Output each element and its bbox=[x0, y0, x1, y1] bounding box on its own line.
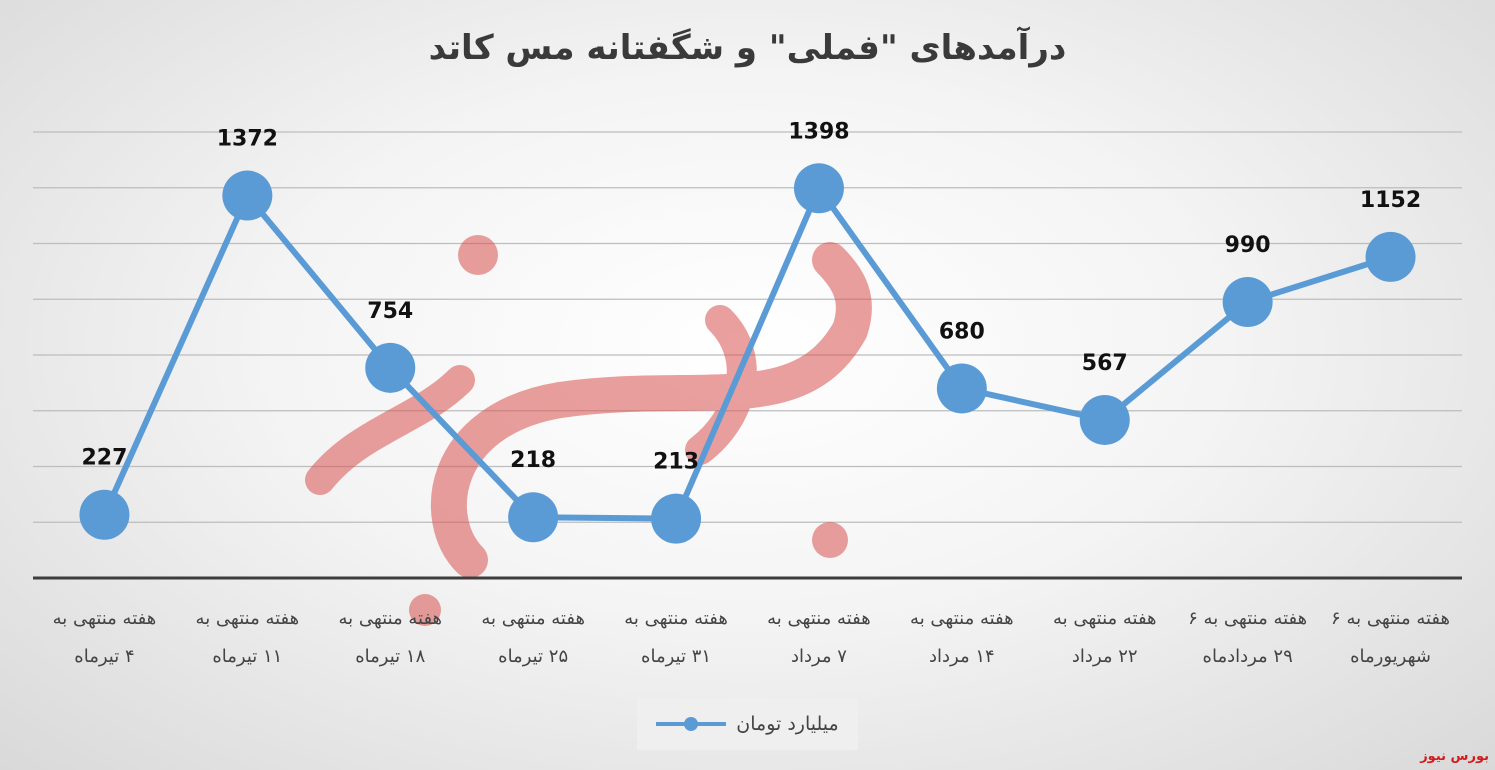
watermark-dot bbox=[812, 522, 848, 558]
data-point bbox=[79, 489, 130, 540]
data-label: 990 bbox=[1225, 233, 1271, 258]
data-label: 1398 bbox=[788, 119, 849, 144]
x-tick-label: هفته منتهی به ۶ ۲۹ مردادماه bbox=[1188, 608, 1307, 667]
x-tick-label: هفته منتهی به ۷ مرداد bbox=[767, 608, 871, 667]
data-point bbox=[1365, 231, 1416, 282]
data-point bbox=[1079, 394, 1130, 445]
data-label: 213 bbox=[653, 450, 699, 475]
x-tick-label: هفته منتهی به ۱۴ مرداد bbox=[910, 608, 1014, 667]
x-tick-label: هفته منتهی به ۲۵ تیرماه bbox=[481, 608, 585, 667]
data-label: 1372 bbox=[217, 127, 278, 152]
data-point bbox=[222, 170, 273, 221]
data-label: 1152 bbox=[1360, 188, 1421, 213]
x-tick-label: هفته منتهی به ۶ شهریورماه bbox=[1331, 608, 1450, 667]
data-labels: 227 1372 754 218 213 1398 680 567 990 1152 bbox=[81, 119, 1421, 474]
data-label: 567 bbox=[1082, 351, 1128, 376]
legend: میلیارد تومان bbox=[637, 698, 858, 750]
data-point bbox=[651, 493, 702, 544]
legend-label: میلیارد تومان bbox=[736, 713, 839, 735]
data-point bbox=[793, 163, 844, 214]
data-label: 754 bbox=[367, 299, 413, 324]
watermark-stroke bbox=[430, 242, 872, 578]
data-point bbox=[1222, 277, 1273, 328]
chart-title: درآمدهای "فملی" و شگفتانه مس کاتد bbox=[428, 28, 1067, 68]
x-tick-label: هفته منتهی به ۴ تیرماه bbox=[53, 608, 157, 667]
data-point bbox=[508, 492, 559, 543]
data-point bbox=[936, 363, 987, 414]
x-tick-label: هفته منتهی به ۱۱ تیرماه bbox=[196, 608, 300, 667]
watermark-dot bbox=[458, 235, 498, 275]
legend-line-icon bbox=[656, 717, 727, 731]
watermark-dot bbox=[409, 594, 441, 626]
data-label: 218 bbox=[510, 448, 556, 473]
series-line bbox=[79, 163, 1416, 544]
x-tick-label: هفته منتهی به ۱۸ تیرماه bbox=[338, 608, 442, 667]
x-tick-label: هفته منتهی به ۳۱ تیرماه bbox=[624, 608, 728, 667]
x-tick-labels: هفته منتهی به ۴ تیرماه هفته منتهی به ۱۱ تیر… bbox=[53, 608, 1450, 667]
watermark-stroke bbox=[305, 365, 475, 495]
source-label: بورس نیوز bbox=[1420, 749, 1489, 764]
data-point bbox=[365, 342, 416, 393]
x-tick-label: هفته منتهی به ۲۲ مرداد bbox=[1053, 608, 1157, 667]
data-label: 227 bbox=[81, 446, 127, 471]
series-line-path bbox=[101, 185, 1392, 522]
data-label: 680 bbox=[939, 319, 985, 344]
